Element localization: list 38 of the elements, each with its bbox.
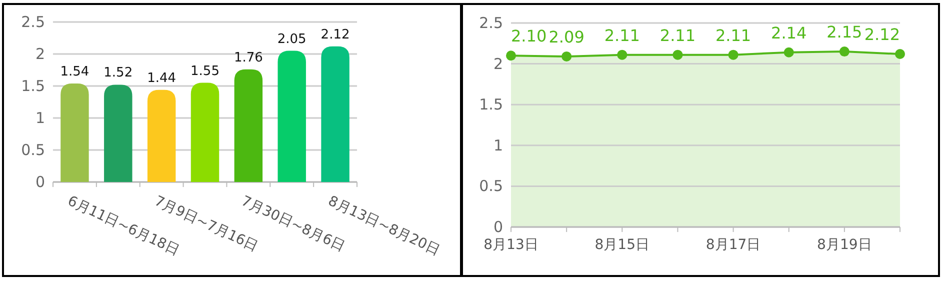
y-tick-label: 2 — [493, 54, 503, 73]
x-tick-label: 8月13日 — [484, 237, 538, 253]
text: 2.11 — [715, 26, 752, 45]
data-label: 1.44 — [147, 70, 176, 86]
y-tick-label: 0.5 — [21, 141, 45, 159]
y-tick-label: 2.5 — [21, 13, 45, 31]
data-label: 1.52 — [104, 66, 133, 81]
y-tick-label: 2 — [35, 45, 45, 63]
data-label: 1.54 — [60, 64, 90, 80]
bar — [60, 83, 89, 182]
y-tick-label: 0.5 — [479, 177, 503, 196]
y-tick-label: 1.5 — [479, 96, 503, 114]
bar — [278, 50, 306, 182]
y-tick-label: 0 — [493, 218, 503, 236]
bar — [147, 90, 176, 182]
y-tick-label: 0 — [35, 173, 45, 191]
bar — [190, 82, 220, 182]
x-tick-label: 8月15日 — [594, 237, 650, 253]
y-tick-label: 1.5 — [21, 77, 45, 95]
bar — [321, 46, 350, 182]
text: 2.14 — [771, 23, 807, 42]
text: 2.11 — [604, 26, 640, 45]
y-tick-label: 1 — [493, 136, 503, 154]
data-label: 2.12 — [320, 27, 350, 42]
y-tick-label: 2.5 — [479, 14, 503, 32]
text: 2.12 — [864, 25, 900, 44]
text: 2.09 — [548, 27, 584, 46]
text: 2.10 — [511, 26, 547, 46]
x-tick-label: 8月19日 — [817, 237, 872, 253]
data-label: 1.76 — [234, 50, 263, 66]
text: 2.11 — [660, 26, 696, 45]
data-label: 1.55 — [190, 64, 220, 79]
text: 2.15 — [826, 22, 862, 42]
bar — [234, 69, 263, 182]
x-tick-label: 8月17日 — [706, 237, 761, 253]
data-label: 2.05 — [277, 32, 306, 47]
bar — [104, 84, 132, 182]
y-tick-label: 1 — [35, 109, 45, 127]
